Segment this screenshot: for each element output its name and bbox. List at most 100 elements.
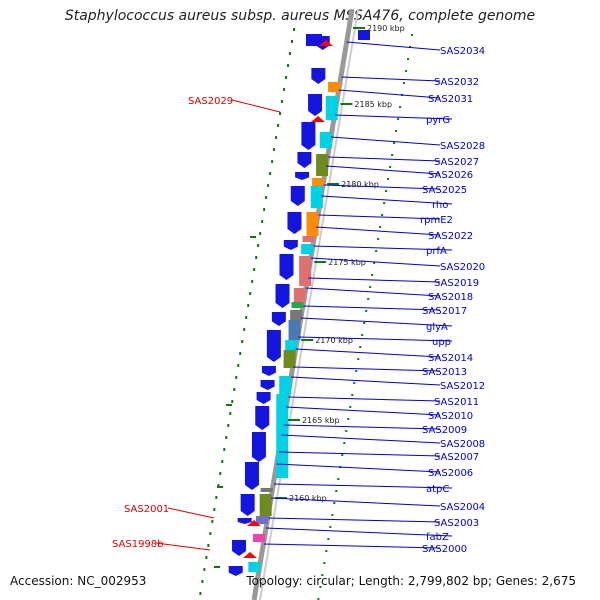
dot-outer	[233, 388, 236, 391]
dot-outer	[223, 448, 226, 451]
leader-line	[341, 76, 441, 82]
gene-label: atpC	[426, 484, 449, 495]
dot-outer	[203, 568, 206, 571]
leader-line	[315, 226, 441, 236]
dot-outer	[237, 364, 240, 367]
dot-outer	[281, 100, 284, 103]
gene-label: fabZ	[426, 532, 449, 543]
leader-line	[264, 543, 441, 549]
dot-outer	[245, 316, 248, 319]
dot-inner	[365, 310, 368, 312]
strand-feature	[253, 534, 266, 542]
dot-outer	[215, 496, 218, 499]
gene-label: SAS2034	[440, 46, 485, 57]
gene-label: SAS2000	[422, 544, 467, 555]
strand-feature	[310, 186, 323, 208]
cds-arrow	[275, 284, 290, 308]
gene-label: SAS2027	[434, 157, 479, 168]
dot-inner	[405, 70, 408, 72]
leader-line	[326, 165, 441, 175]
leader-line	[318, 214, 441, 220]
kbp-tick-label: 2190 kbp	[367, 24, 405, 33]
dot-inner	[321, 574, 324, 576]
gene-label: SAS2017	[422, 306, 467, 317]
leader-line	[295, 348, 441, 358]
leader-line	[291, 376, 441, 386]
cds-arrow	[240, 494, 255, 516]
strand-feature	[299, 256, 312, 286]
backbone-line-inner	[259, 9, 359, 600]
strand-feature	[312, 178, 325, 186]
dot-inner	[325, 550, 328, 552]
cds-arrow	[228, 566, 243, 576]
gene-label: rpmE2	[420, 215, 453, 226]
cds-arrow	[308, 94, 323, 116]
leader-line	[270, 497, 441, 507]
dot-inner	[341, 454, 344, 456]
leader-line	[346, 41, 441, 51]
gene-label: SAS2013	[422, 367, 467, 378]
gene-label: SAS2011	[434, 397, 479, 408]
leader-line	[155, 542, 211, 551]
strand-feature	[319, 132, 332, 148]
dot-dash	[250, 236, 256, 238]
trna-marker	[311, 116, 325, 122]
gene-label: prfA	[426, 246, 447, 257]
cds-arrow	[261, 366, 276, 376]
leader-line	[313, 245, 453, 251]
dot-inner	[397, 118, 400, 120]
dot-dash	[217, 486, 223, 488]
dot-inner	[331, 514, 334, 516]
dot-outer	[239, 352, 242, 355]
strand-feature	[276, 394, 289, 478]
gene-label: SAS2003	[434, 518, 479, 529]
kbp-tick-label: 2180 kbp	[341, 180, 379, 189]
dot-outer	[241, 340, 244, 343]
cds-arrow	[301, 122, 316, 150]
cds-arrow	[266, 330, 281, 362]
dot-outer	[211, 520, 214, 523]
gene-label: SAS2025	[422, 185, 467, 196]
gene-label: SAS2007	[434, 452, 479, 463]
gene-label: SAS2014	[428, 353, 473, 364]
dot-outer	[231, 400, 234, 403]
cds-arrow	[283, 240, 298, 250]
gc-dots	[199, 28, 414, 600]
leader-line	[283, 424, 441, 430]
kbp-tick-label: 2165 kbp	[302, 416, 340, 425]
dot-outer	[269, 172, 272, 175]
gene-label: SAS2010	[428, 411, 473, 422]
strand-feature	[301, 244, 314, 254]
dot-inner	[343, 442, 346, 444]
kbp-tick-label: 2170 kbp	[315, 336, 353, 345]
leader-line	[281, 434, 441, 444]
gene-label: SAS2026	[428, 170, 473, 181]
map-title: Staphylococcus aureus subsp. aureus MSSA…	[64, 8, 536, 24]
dot-inner	[379, 226, 382, 228]
cds-arrow	[290, 186, 305, 206]
gene-label: SAS2028	[440, 141, 485, 152]
dot-outer	[251, 280, 254, 283]
cds-arrow	[297, 152, 312, 168]
dot-inner	[345, 430, 348, 432]
gene-label: SAS2018	[428, 292, 473, 303]
dot-inner	[333, 502, 336, 504]
dot-inner	[367, 298, 370, 300]
dot-outer	[267, 184, 270, 187]
dot-inner	[327, 538, 330, 540]
dot-outer	[213, 508, 216, 511]
cds-arrow	[287, 212, 302, 234]
dot-inner	[387, 178, 390, 180]
gene-label: SAS2012	[440, 381, 485, 392]
cds-arrow	[260, 380, 275, 390]
dot-outer	[217, 484, 220, 487]
leader-line	[286, 406, 441, 416]
leader-line	[303, 305, 441, 311]
leader-line	[328, 156, 441, 162]
dot-inner	[323, 562, 326, 564]
dot-inner	[393, 142, 396, 144]
kbp-tick-label: 2175 kbp	[328, 258, 366, 267]
strand-feature	[293, 288, 306, 302]
strand-feature	[283, 350, 296, 368]
leader-line	[310, 257, 441, 267]
